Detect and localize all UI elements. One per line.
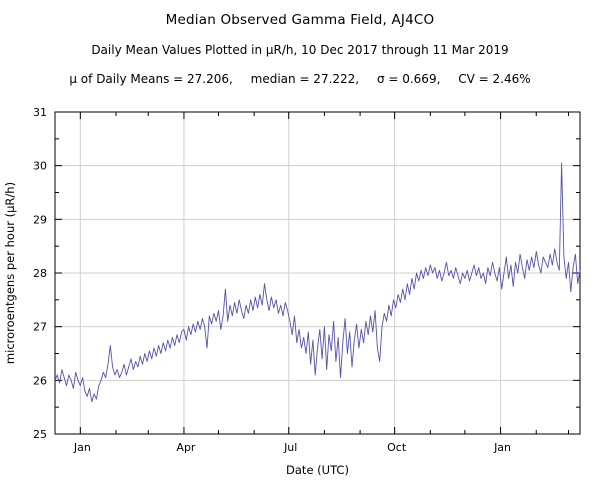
gamma-data-line bbox=[54, 162, 581, 403]
stat-cv: CV = 2.46% bbox=[458, 72, 531, 86]
chart-title: Median Observed Gamma Field, AJ4CO bbox=[165, 12, 435, 28]
y-tick-label: 28 bbox=[33, 267, 47, 280]
y-tick-label: 25 bbox=[33, 428, 47, 441]
y-tick-label: 31 bbox=[33, 106, 47, 119]
y-tick-label: 29 bbox=[33, 213, 47, 226]
y-tick-label: 30 bbox=[33, 160, 47, 173]
x-tick-label: Apr bbox=[176, 441, 196, 454]
chart-subtitle: Daily Mean Values Plotted in μR/h, 10 De… bbox=[91, 43, 509, 57]
stat-mean: μ of Daily Means = 27.206, bbox=[69, 72, 233, 86]
x-tick-label: Jan bbox=[493, 441, 511, 454]
stat-sigma: σ = 0.669, bbox=[376, 72, 441, 86]
y-tick-label: 27 bbox=[33, 321, 47, 334]
x-tick-label: Jul bbox=[283, 441, 297, 454]
stat-median: median = 27.222, bbox=[250, 72, 360, 86]
x-tick-label: Jan bbox=[73, 441, 91, 454]
y-axis-label: microroentgens per hour (μR/h) bbox=[3, 182, 17, 364]
x-axis-label: Date (UTC) bbox=[286, 463, 349, 477]
chart-stats-line: μ of Daily Means = 27.206, median = 27.2… bbox=[0, 57, 600, 86]
y-tick-label: 26 bbox=[33, 374, 47, 387]
x-tick-label: Oct bbox=[387, 441, 407, 454]
gamma-timeseries-plot: 25 26 27 28 29 30 31 Jan Apr Jul Oct Jan Date (UTC) m… bbox=[3, 106, 581, 477]
